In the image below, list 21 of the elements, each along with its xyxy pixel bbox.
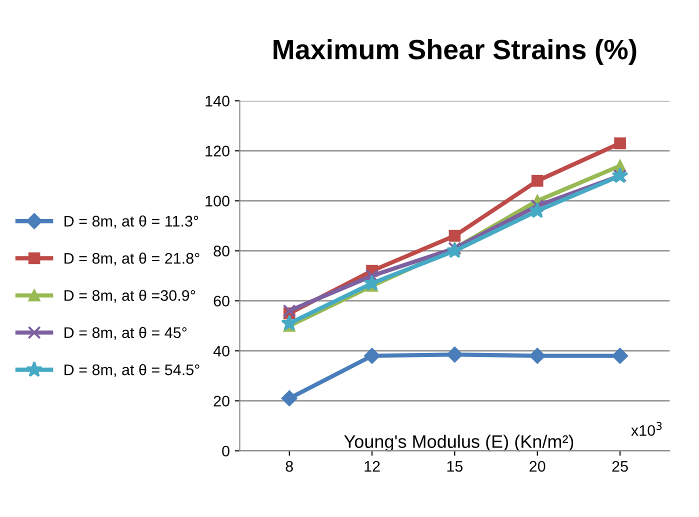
x-axis-title: Young's Modulus (E) (Kn/m²) <box>344 434 574 452</box>
y-tick-label: 40 <box>213 346 230 357</box>
chart-title: Maximum Shear Strains (%) <box>274 39 636 65</box>
x-tick-label: 12 <box>364 460 380 472</box>
y-tick-label: 140 <box>206 96 230 106</box>
y-tick-label: 0 <box>222 446 230 457</box>
x-tick-label: 20 <box>530 460 546 472</box>
annotation: x10$^{3}$ <box>631 422 662 436</box>
x-tick-label: 8 <box>286 460 293 472</box>
legend-label: D = 8m, at θ = 21.8° <box>64 252 200 266</box>
legend-label: D = 8m, at θ = 54.5° <box>64 364 200 378</box>
y-tick-label: 120 <box>206 146 230 157</box>
y-tick-label: 100 <box>206 196 230 207</box>
y-tick-label: 80 <box>214 246 230 257</box>
x-tick-label: 15 <box>447 461 463 472</box>
y-tick-label: 60 <box>214 296 230 307</box>
legend-label: D = 8m, at θ =30.9° <box>64 290 196 303</box>
y-tick-label: 20 <box>214 396 230 407</box>
legend-label: D = 8m, at θ = 45° <box>64 326 187 340</box>
x-tick-label: 25 <box>612 460 628 472</box>
legend-label: D = 8m, at θ = 11.3° <box>64 215 198 228</box>
